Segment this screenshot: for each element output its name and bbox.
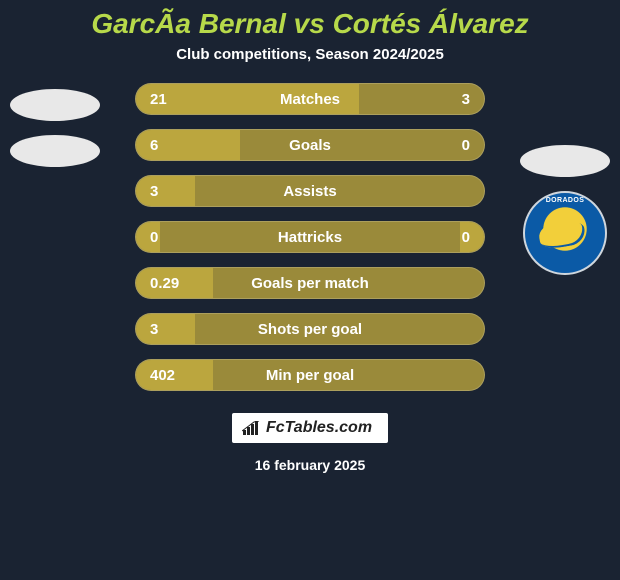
stat-row: 0.29Goals per match — [135, 267, 485, 299]
stat-value-right: 0 — [462, 137, 470, 154]
left-logo-column — [0, 83, 110, 181]
stats-list: 21Matches36Goals03Assists0Hattricks00.29… — [135, 83, 485, 391]
stat-label: Shots per goal — [136, 321, 484, 338]
stat-label: Goals — [136, 137, 484, 154]
stat-label: Matches — [136, 91, 484, 108]
stat-label: Min per goal — [136, 367, 484, 384]
stat-label: Hattricks — [136, 229, 484, 246]
club-badge-top-text: DORADOS — [546, 197, 585, 204]
brand-box[interactable]: FcTables.com — [232, 413, 388, 443]
club-left-logo-placeholder — [10, 135, 100, 167]
date-label: 16 february 2025 — [255, 457, 366, 473]
stat-label: Goals per match — [136, 275, 484, 292]
stat-row: 6Goals0 — [135, 129, 485, 161]
comparison-card: GarcÃ­a Bernal vs Cortés Álvarez Club co… — [0, 0, 620, 580]
stat-row: 402Min per goal — [135, 359, 485, 391]
main-area: 21Matches36Goals03Assists0Hattricks00.29… — [0, 83, 620, 391]
subtitle: Club competitions, Season 2024/2025 — [176, 46, 444, 63]
stat-row: 0Hattricks0 — [135, 221, 485, 253]
stat-row: 3Shots per goal — [135, 313, 485, 345]
player-right-photo-placeholder — [520, 145, 610, 177]
stat-value-right: 0 — [462, 229, 470, 246]
club-right-badge: DORADOS — [523, 191, 607, 275]
stat-value-right: 3 — [462, 91, 470, 108]
brand-chart-icon — [242, 421, 260, 435]
page-title: GarcÃ­a Bernal vs Cortés Álvarez — [91, 8, 528, 40]
stat-label: Assists — [136, 183, 484, 200]
stat-row: 3Assists — [135, 175, 485, 207]
stat-row: 21Matches3 — [135, 83, 485, 115]
right-logo-column: DORADOS — [510, 139, 620, 275]
player-left-photo-placeholder — [10, 89, 100, 121]
brand-label: FcTables.com — [266, 419, 372, 437]
